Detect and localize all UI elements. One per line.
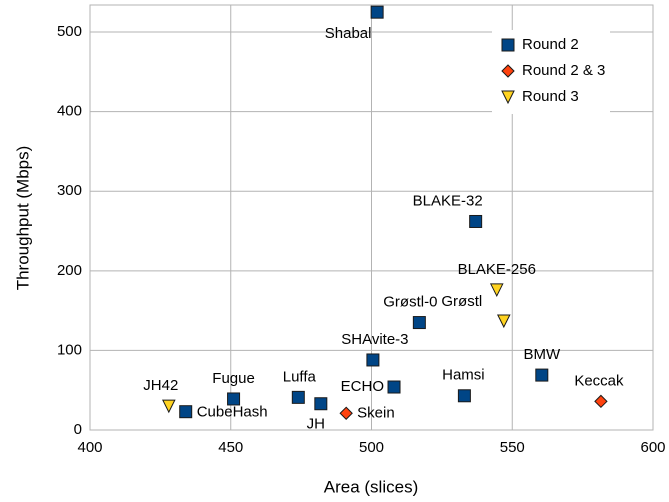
point-label: SHAvite-3 <box>341 331 408 348</box>
point-label: Hamsi <box>442 367 485 384</box>
point <box>227 392 241 406</box>
legend-label: Round 3 <box>522 88 579 105</box>
x-tick-label: 400 <box>77 439 102 456</box>
point <box>339 406 353 420</box>
point-label: Grøstl <box>441 293 482 310</box>
point <box>594 394 608 409</box>
point-label: Skein <box>357 404 395 421</box>
point-label: BLAKE-256 <box>458 261 536 278</box>
x-tick-label: 550 <box>500 439 525 456</box>
point-label: BLAKE-32 <box>413 192 483 209</box>
x-tick-label: 600 <box>640 439 665 456</box>
point <box>496 314 511 329</box>
point-label: BMW <box>523 346 561 363</box>
y-tick-label: 200 <box>57 262 82 279</box>
point <box>489 283 504 298</box>
point <box>535 368 549 382</box>
y-tick-label: 0 <box>74 421 82 438</box>
legend-marker <box>501 64 515 78</box>
y-axis-title: Throughput (Mbps) <box>13 146 32 291</box>
point <box>469 214 483 228</box>
point <box>387 380 401 394</box>
y-tick-label: 100 <box>57 341 82 358</box>
legend-label: Round 2 & 3 <box>522 62 605 79</box>
x-tick-label: 450 <box>218 439 243 456</box>
point <box>366 353 380 367</box>
point-label: JH <box>307 416 325 433</box>
point <box>179 405 193 419</box>
legend-label: Round 2 <box>522 36 579 53</box>
point-label: Fugue <box>212 370 255 387</box>
point-label: JH42 <box>143 377 178 394</box>
y-tick-label: 400 <box>57 103 82 120</box>
point-label: ECHO <box>341 378 384 395</box>
x-axis-title: Area (slices) <box>324 477 418 496</box>
point <box>162 399 176 414</box>
y-tick-label: 500 <box>57 23 82 40</box>
x-tick-label: 500 <box>359 439 384 456</box>
legend-marker <box>501 38 515 52</box>
point-label: Shabal <box>325 25 372 42</box>
point <box>412 316 426 330</box>
point-label: Luffa <box>283 368 317 385</box>
point-label: Keccak <box>574 372 624 389</box>
point <box>314 397 328 411</box>
point-label: CubeHash <box>197 404 268 421</box>
point <box>370 5 384 19</box>
point <box>291 390 305 404</box>
legend-marker <box>501 90 515 105</box>
point-label: Grøstl-0 <box>383 294 437 311</box>
y-tick-label: 300 <box>57 182 82 199</box>
point <box>457 389 471 403</box>
